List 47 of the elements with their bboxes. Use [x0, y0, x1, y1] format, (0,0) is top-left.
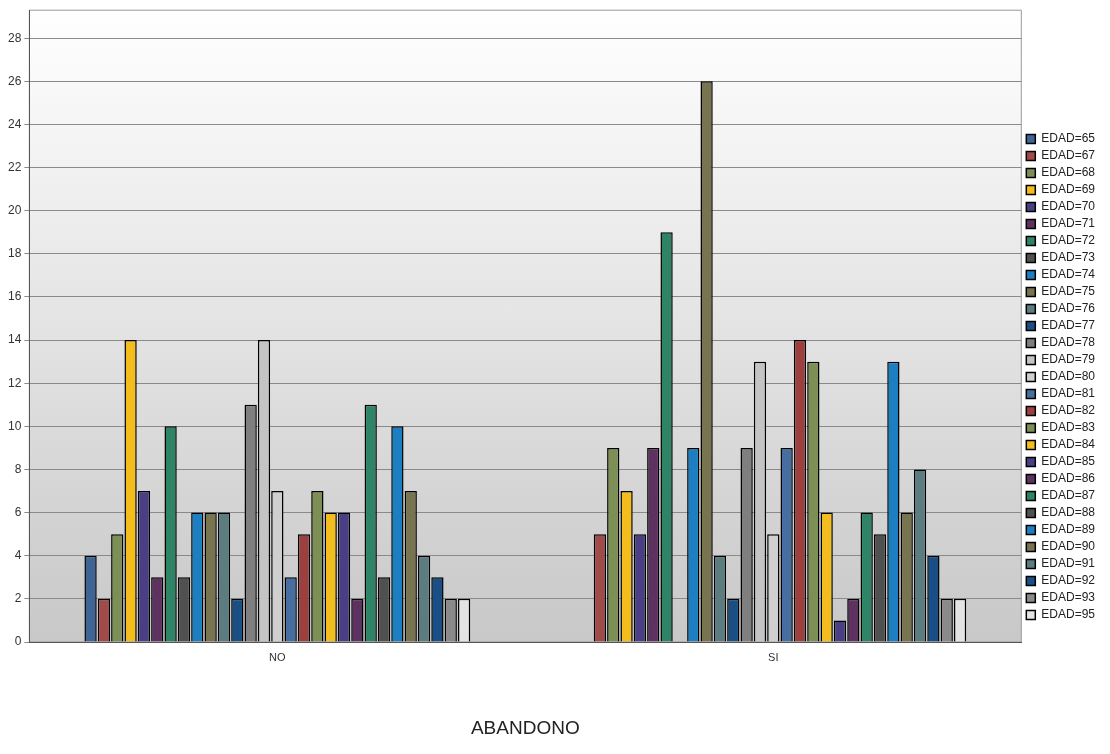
x-axis-title: ABANDONO — [470, 716, 580, 738]
legend-label: EDAD=86 — [1041, 471, 1096, 486]
legend-label: EDAD=91 — [1041, 556, 1096, 571]
legend-label: EDAD=87 — [1041, 488, 1096, 503]
y-tick-label: 6 — [14, 504, 22, 519]
legend-label: EDAD=70 — [1041, 199, 1096, 214]
legend-label: EDAD=76 — [1041, 301, 1096, 316]
y-tick-label: 10 — [7, 418, 22, 433]
legend-label: EDAD=67 — [1041, 148, 1096, 163]
legend-label: EDAD=90 — [1041, 539, 1096, 554]
y-tick-label: 2 — [14, 591, 22, 606]
legend-label: EDAD=69 — [1041, 182, 1096, 197]
y-tick-label: 14 — [7, 332, 22, 347]
legend-label: EDAD=78 — [1041, 335, 1096, 350]
legend-label: EDAD=72 — [1041, 233, 1096, 248]
y-tick-label: 20 — [7, 203, 22, 218]
legend-label: EDAD=65 — [1041, 131, 1096, 146]
y-tick-label: 22 — [7, 159, 22, 174]
legend-label: EDAD=80 — [1041, 369, 1096, 384]
legend-label: EDAD=79 — [1041, 352, 1096, 367]
y-tick-label: 8 — [14, 461, 22, 476]
legend-label: EDAD=71 — [1041, 216, 1096, 231]
y-tick-label: 26 — [7, 73, 22, 88]
y-tick-label: 28 — [7, 30, 22, 45]
x-tick-label: NO — [269, 650, 287, 663]
legend-label: EDAD=89 — [1041, 522, 1096, 537]
legend-label: EDAD=77 — [1041, 318, 1096, 333]
legend-label: EDAD=83 — [1041, 420, 1096, 435]
legend-label: EDAD=82 — [1041, 403, 1096, 418]
legend-label: EDAD=75 — [1041, 284, 1096, 299]
legend-label: EDAD=85 — [1041, 454, 1096, 469]
legend-label: EDAD=73 — [1041, 250, 1096, 265]
x-tick-label: SI — [768, 650, 779, 663]
legend-label: EDAD=92 — [1041, 573, 1096, 588]
legend-label: EDAD=88 — [1041, 505, 1096, 520]
legend-label: EDAD=81 — [1041, 386, 1096, 401]
y-tick-label: 16 — [7, 289, 22, 304]
legend-label: EDAD=93 — [1041, 590, 1096, 605]
y-tick-label: 18 — [7, 246, 22, 261]
y-tick-label: 24 — [7, 116, 22, 131]
y-tick-label: 0 — [14, 634, 22, 649]
legend-label: EDAD=84 — [1041, 437, 1096, 452]
y-tick-label: 12 — [7, 375, 22, 390]
legend-label: EDAD=68 — [1041, 165, 1096, 180]
y-tick-label: 4 — [14, 548, 22, 563]
legend-label: EDAD=74 — [1041, 267, 1096, 282]
legend-label: EDAD=95 — [1041, 607, 1096, 622]
